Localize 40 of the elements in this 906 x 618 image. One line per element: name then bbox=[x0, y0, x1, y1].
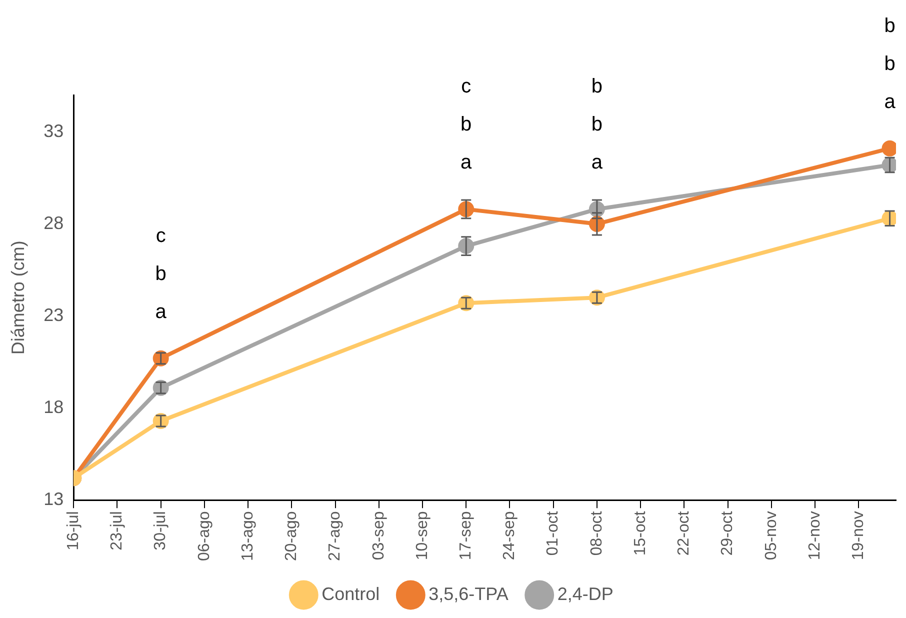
x-tick-label: 22-oct bbox=[676, 510, 693, 556]
text: b bbox=[884, 14, 896, 37]
annotation: b bbox=[591, 114, 603, 136]
text: b bbox=[884, 52, 896, 75]
x-tick-label: 10-sep bbox=[414, 511, 431, 560]
x-tick-label: 17-sep bbox=[458, 511, 475, 560]
annotation: b bbox=[460, 114, 472, 136]
y-axis-title: Diámetro (cm) bbox=[8, 240, 28, 355]
x-tick-label: 29-oct bbox=[719, 510, 736, 556]
x-tick-label: 03-sep bbox=[370, 511, 388, 560]
x-tick-label: 27-ago bbox=[326, 511, 344, 562]
annotation: a bbox=[460, 152, 473, 174]
x-tick-label: 01-oct bbox=[544, 510, 562, 556]
annotation: c bbox=[156, 224, 166, 247]
annotation: a bbox=[591, 152, 604, 174]
annotation: c bbox=[461, 76, 472, 98]
legend-label: Control bbox=[322, 584, 380, 604]
x-tick-label: 24-sep bbox=[501, 511, 518, 560]
annotation: b bbox=[155, 262, 166, 285]
x-tick-label: 05-nov bbox=[762, 511, 780, 560]
annotation: b bbox=[591, 76, 603, 98]
annotation: a bbox=[884, 90, 896, 113]
annotation: a bbox=[155, 300, 168, 323]
x-tick-label: 16-jul bbox=[65, 511, 82, 550]
y-tick-label: 18 bbox=[44, 397, 64, 418]
x-tick-label: 08-oct bbox=[588, 510, 606, 556]
y-tick-label: 33 bbox=[44, 120, 64, 141]
x-tick-label: 30-jul bbox=[152, 511, 170, 550]
legend-label: 3,5,6-TPA bbox=[428, 584, 508, 604]
x-tick-label: 15-oct bbox=[632, 510, 649, 556]
x-tick-label: 13-ago bbox=[239, 511, 256, 562]
y-tick-label: 23 bbox=[44, 304, 64, 325]
legend-label: 2,4-DP bbox=[557, 584, 614, 604]
x-tick-label: 19-nov bbox=[850, 511, 868, 560]
x-tick-label: 23-jul bbox=[108, 511, 126, 550]
x-tick-label: 12-nov bbox=[806, 511, 824, 560]
x-tick-label: 06-ago bbox=[196, 511, 213, 562]
y-tick-label: 28 bbox=[44, 212, 64, 233]
x-tick-label: 20-ago bbox=[283, 511, 300, 562]
y-tick-label: 13 bbox=[44, 489, 64, 510]
